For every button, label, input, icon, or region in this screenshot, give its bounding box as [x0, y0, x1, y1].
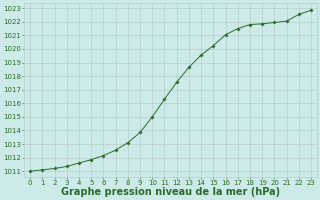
X-axis label: Graphe pression niveau de la mer (hPa): Graphe pression niveau de la mer (hPa) — [61, 187, 280, 197]
